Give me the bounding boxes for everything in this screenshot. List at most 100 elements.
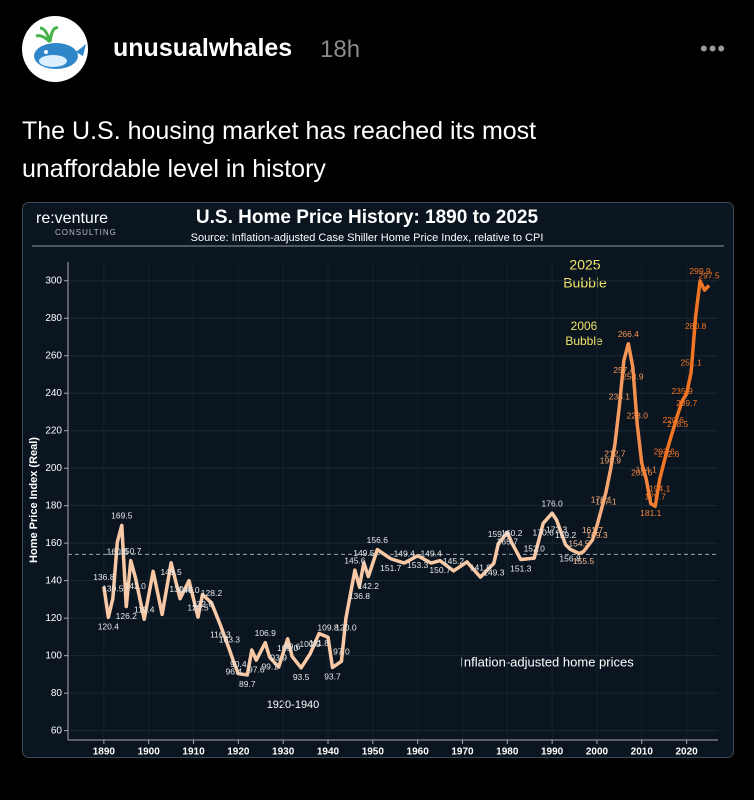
data-label: 194.1 (649, 484, 671, 494)
data-label: 120.0 (335, 622, 357, 632)
data-label: 136.8 (349, 591, 371, 601)
data-label: 176.0 (541, 498, 563, 508)
data-label: 165.7 (497, 537, 519, 547)
data-label: 128.2 (201, 588, 223, 598)
data-label: 99.1 (261, 662, 278, 672)
data-label: 187.1 (595, 497, 617, 507)
x-tick-label: 2000 (586, 747, 609, 758)
data-label: 145.6 (344, 555, 366, 565)
data-label: 212.6 (658, 449, 680, 459)
data-label: 169.5 (111, 511, 133, 521)
data-label: 212.7 (604, 449, 626, 459)
data-label: 160.6 (107, 546, 129, 556)
data-label: 266.4 (618, 329, 640, 339)
y-tick-label: 280 (45, 313, 62, 324)
x-tick-label: 1930 (272, 747, 295, 758)
data-label: 181.1 (640, 508, 662, 518)
data-label: 152.0 (524, 543, 546, 553)
data-label: 280.8 (685, 321, 707, 331)
y-tick-label: 200 (45, 463, 62, 474)
data-label: 223.0 (627, 410, 649, 420)
line (102, 279, 711, 677)
data-label: 132.6 (192, 599, 214, 609)
data-label: 97.6 (248, 664, 265, 674)
brand-sub: CONSULTING (55, 228, 117, 237)
data-label: 156.6 (367, 535, 389, 545)
x-tick-label: 1910 (182, 747, 205, 758)
y-tick-label: 260 (45, 350, 62, 361)
y-tick-label: 100 (45, 650, 62, 661)
chart-subtitle: Source: Inflation-adjusted Case Shiller … (191, 232, 544, 244)
data-label: 172.3 (546, 524, 568, 534)
annotation: 1920-1940 (267, 699, 320, 711)
data-label: 140.0 (178, 585, 200, 595)
data-label: 159.2 (555, 530, 577, 540)
annotation: 2006 (571, 319, 598, 333)
data-label: 198.9 (600, 456, 622, 466)
y-tick-label: 60 (51, 725, 63, 736)
data-label: 299.9 (689, 266, 711, 276)
data-label: 120.5 (187, 602, 209, 612)
x-tick-label: 2010 (631, 747, 654, 758)
data-label: 169.3 (586, 530, 608, 540)
data-label: 257.4 (613, 365, 635, 375)
data-label: 97.0 (333, 647, 350, 657)
chart-frame (22, 202, 734, 758)
data-label: 149.4 (394, 548, 416, 558)
avatar[interactable] (20, 14, 90, 84)
data-label: 142.0 (125, 581, 147, 591)
annotation: 2025 (569, 257, 600, 273)
data-label: 90.4 (230, 659, 247, 669)
data-label: 93.5 (293, 672, 310, 682)
data-label: 130.5 (102, 584, 124, 594)
chart-title: U.S. Home Price History: 1890 to 2025 (196, 207, 539, 228)
data-label: 156.8 (559, 553, 581, 563)
data-label: 220.6 (663, 415, 685, 425)
annotation: Bubble (563, 275, 607, 291)
y-tick-label: 160 (45, 538, 62, 549)
data-label: 99.6 (284, 642, 301, 652)
x-tick-label: 1980 (496, 747, 519, 758)
data-label: 106.9 (255, 628, 277, 638)
y-tick-label: 80 (51, 688, 63, 699)
data-label: 119.4 (134, 605, 155, 615)
y-tick-label: 240 (45, 388, 62, 399)
data-label: 149.5 (353, 548, 375, 558)
data-label: 145.2 (443, 556, 465, 566)
data-label: 130.4 (169, 584, 191, 594)
y-tick-label: 140 (45, 575, 62, 586)
data-label: 149.5 (160, 567, 182, 577)
data-label: 93.7 (324, 672, 341, 682)
x-tick-label: 1920 (227, 747, 250, 758)
data-label: 239.7 (676, 398, 698, 408)
data-label: 233.1 (609, 391, 631, 401)
data-label: 136.8 (93, 572, 115, 582)
username[interactable]: unusualwhales (113, 34, 293, 62)
data-label: 111.8 (309, 638, 329, 648)
more-button[interactable]: ••• (700, 36, 727, 61)
data-label: 159.8 (488, 529, 510, 539)
y-tick-label: 300 (45, 275, 62, 286)
data-label: 150.7 (429, 565, 451, 575)
data-label: 120.4 (98, 622, 120, 632)
data-label: 149.3 (483, 567, 505, 577)
data-label: 235.9 (671, 386, 693, 396)
data-label: 89.7 (239, 679, 256, 689)
data-label: 178.1 (591, 494, 613, 504)
data-label: 179.7 (645, 491, 667, 501)
data-label: 109.8 (317, 623, 339, 633)
data-label: 116.3 (210, 629, 231, 639)
data-label: 153.3 (407, 560, 429, 570)
data-label: 202.6 (631, 468, 653, 478)
chart: re:venture CONSULTING U.S. Home Price Hi… (22, 202, 734, 758)
data-label: 151.7 (380, 563, 402, 573)
x-tick-label: 1900 (138, 747, 161, 758)
data-label: 160.2 (501, 528, 523, 538)
brand: re:venture (36, 210, 108, 227)
y-tick-label: 120 (45, 613, 62, 624)
data-label: 149.4 (420, 548, 442, 558)
x-tick-label: 1990 (541, 747, 564, 758)
data-label: 228.5 (667, 419, 689, 429)
data-label: 170.6 (533, 528, 555, 538)
post-time: 18h (320, 36, 361, 63)
